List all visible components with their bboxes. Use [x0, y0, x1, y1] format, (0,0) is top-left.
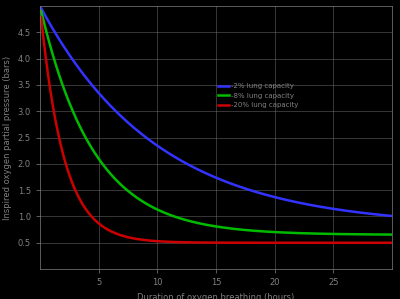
- -2% lung capacity: [262, 193, 267, 196]
- -20% lung capacity: [341, 241, 346, 245]
- -8% lung capacity: [305, 231, 310, 235]
- -2% lung capacity: [390, 214, 394, 218]
- -8% lung capacity: [242, 228, 247, 232]
- -8% lung capacity: [252, 229, 256, 233]
- Line: -2% lung capacity: -2% lung capacity: [41, 8, 392, 216]
- Line: -8% lung capacity: -8% lung capacity: [41, 11, 392, 235]
- -8% lung capacity: [262, 230, 267, 233]
- -2% lung capacity: [60, 43, 65, 47]
- -20% lung capacity: [39, 16, 44, 19]
- -2% lung capacity: [39, 6, 44, 10]
- -8% lung capacity: [341, 232, 346, 236]
- Line: -20% lung capacity: -20% lung capacity: [41, 18, 392, 243]
- -20% lung capacity: [60, 151, 65, 155]
- -20% lung capacity: [305, 241, 310, 245]
- -8% lung capacity: [39, 9, 44, 13]
- -8% lung capacity: [60, 83, 65, 87]
- -2% lung capacity: [242, 187, 247, 190]
- -20% lung capacity: [262, 241, 267, 245]
- -2% lung capacity: [341, 208, 346, 212]
- -20% lung capacity: [390, 241, 394, 245]
- -20% lung capacity: [242, 241, 247, 245]
- -2% lung capacity: [305, 202, 310, 206]
- Y-axis label: Inspired oxygen partial pressure (bars): Inspired oxygen partial pressure (bars): [3, 56, 12, 219]
- -2% lung capacity: [252, 190, 256, 193]
- -20% lung capacity: [252, 241, 256, 245]
- X-axis label: Duration of oxygen breathing (hours): Duration of oxygen breathing (hours): [137, 293, 295, 299]
- -8% lung capacity: [390, 233, 394, 237]
- Legend: -2% lung capacity, -8% lung capacity, -20% lung capacity: -2% lung capacity, -8% lung capacity, -2…: [218, 83, 298, 108]
